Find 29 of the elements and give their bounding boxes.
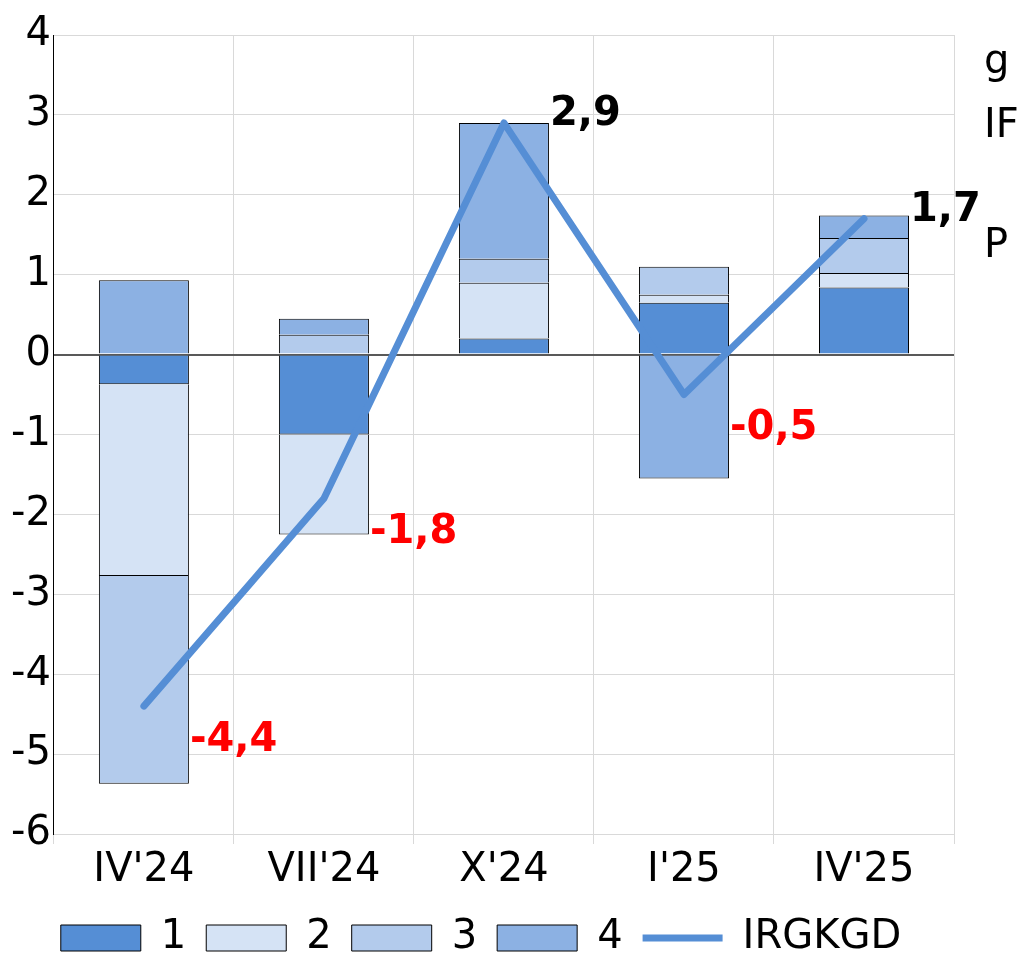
legend-label: 1 <box>160 911 187 958</box>
text: IF <box>984 100 1019 147</box>
y-tick-label: -2 <box>10 487 51 534</box>
data-label: 1,7 <box>909 184 981 231</box>
y-tick-label: 3 <box>25 88 51 135</box>
y-tick-label: 2 <box>25 168 51 215</box>
x-tick-label: I'25 <box>647 844 721 891</box>
x-tick-label: IV'24 <box>93 844 195 891</box>
x-tick-label: X'24 <box>459 844 549 891</box>
text: P <box>984 220 1009 267</box>
y-tick-label: -5 <box>10 727 51 774</box>
legend-label: IRGKGD <box>742 911 902 958</box>
data-label: -0,5 <box>729 401 818 448</box>
legend-label: 2 <box>306 911 332 958</box>
data-label: -1,8 <box>369 505 458 552</box>
y-tick-label: -3 <box>10 567 51 614</box>
legend-label: 4 <box>597 911 623 958</box>
y-tick-label: 1 <box>25 248 51 295</box>
y-tick-label: -4 <box>10 647 51 694</box>
y-tick-label: -6 <box>10 807 51 854</box>
y-tick-label: -1 <box>10 407 51 454</box>
text: g <box>984 36 1010 83</box>
legend-label: 3 <box>451 911 478 958</box>
y-tick-label: 0 <box>25 327 51 374</box>
data-label: 2,9 <box>549 88 621 135</box>
x-tick-label: VII'24 <box>267 844 381 891</box>
y-tick-label: 4 <box>25 8 51 55</box>
data-label: -4,4 <box>189 713 278 760</box>
x-tick-label: IV'25 <box>813 844 915 891</box>
